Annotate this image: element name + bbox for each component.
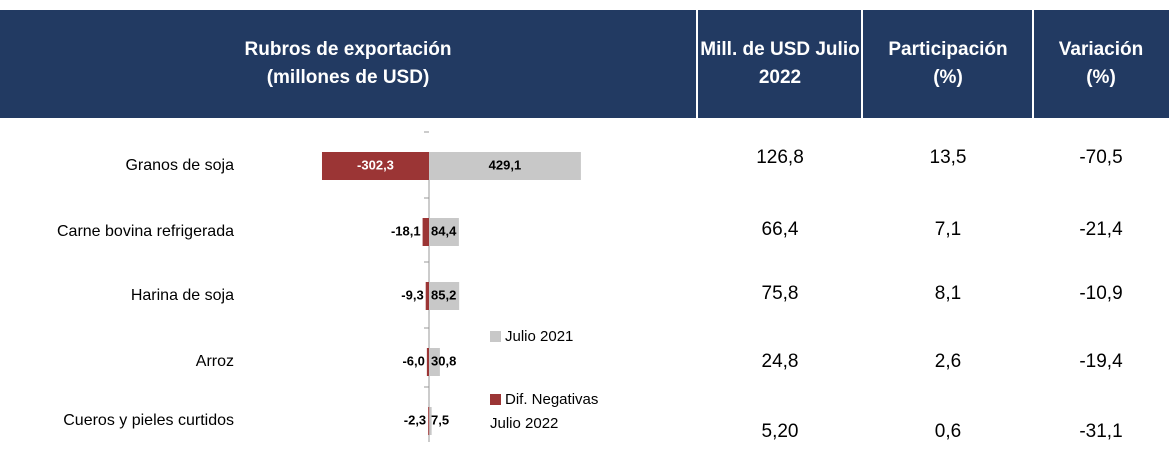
bar <box>321 152 429 180</box>
bar <box>429 282 460 310</box>
table-cell: -31,1 <box>1079 421 1122 442</box>
table-cell: -70,5 <box>1079 147 1122 168</box>
legend-swatch <box>490 394 501 405</box>
value-label: 30,8 <box>431 353 456 368</box>
value-label: 7,5 <box>431 412 449 427</box>
bar <box>429 348 440 376</box>
table-cell: 75,8 <box>762 283 799 304</box>
value-label: -9,3 <box>401 287 423 302</box>
category-label: Cueros y pieles curtidos <box>63 412 234 429</box>
table-cell: 66,4 <box>762 219 799 240</box>
category-label: Carne bovina refrigerada <box>57 223 234 240</box>
table-cell: 2,6 <box>935 351 961 372</box>
table-cell: 13,5 <box>930 147 967 168</box>
value-label: -18,1 <box>391 223 421 238</box>
category-label: Harina de soja <box>131 287 234 304</box>
header-label: Rubros de exportación (millones de USD) <box>245 39 452 88</box>
bar <box>426 348 429 376</box>
value-label: -302,3 <box>357 157 394 172</box>
legend-label: Dif. Negativas Julio 2022 <box>490 391 598 432</box>
header-label: Mill. de USD Julio 2022 <box>700 39 859 88</box>
bar <box>429 218 459 246</box>
table-cell: 7,1 <box>935 219 961 240</box>
table-cell: 5,20 <box>762 421 799 442</box>
bar <box>422 218 429 246</box>
header-band <box>0 10 1169 118</box>
table-cell: -19,4 <box>1079 351 1123 372</box>
value-label: -6,0 <box>402 353 424 368</box>
header-label: Participación (%) <box>888 39 1007 88</box>
value-label: 85,2 <box>431 287 456 302</box>
table-cell: 0,6 <box>935 421 961 442</box>
table-cell: 126,8 <box>756 147 804 168</box>
value-label: -2,3 <box>404 412 426 427</box>
table-cell: -10,9 <box>1079 283 1122 304</box>
bar <box>429 407 432 435</box>
table-cell: 8,1 <box>935 283 961 304</box>
legend-swatch <box>490 331 501 342</box>
value-label: 429,1 <box>489 157 522 172</box>
bar <box>425 282 429 310</box>
legend-label: Julio 2021 <box>505 328 573 345</box>
value-label: 84,4 <box>431 223 457 238</box>
header-label: Variación (%) <box>1059 39 1144 88</box>
category-label: Arroz <box>196 353 234 370</box>
bar <box>429 152 581 180</box>
table-cell: 24,8 <box>762 351 799 372</box>
bar <box>428 407 430 435</box>
category-label: Granos de soja <box>125 157 234 174</box>
table-cell: -21,4 <box>1079 219 1123 240</box>
